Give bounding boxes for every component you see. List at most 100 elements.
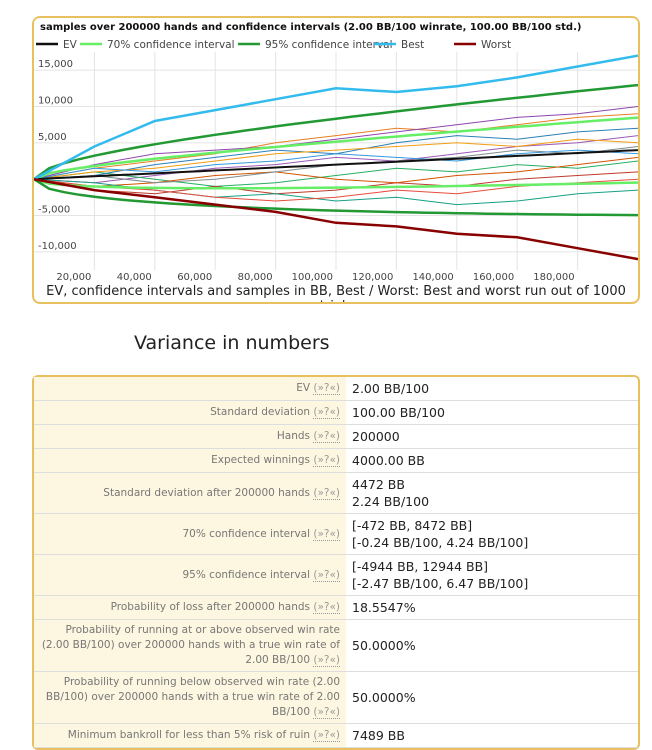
section-title: Variance in numbers (134, 332, 330, 354)
row-label: EV (»?«) (34, 377, 346, 401)
row-label-text: Expected winnings (211, 454, 311, 466)
row-value-line: 50.0000% (352, 638, 416, 653)
x-tick-label: 80,000 (238, 272, 273, 283)
help-link[interactable]: (»?«) (313, 527, 340, 541)
row-label: Probability of running below observed wi… (34, 671, 346, 724)
row-value: 50.0000% (346, 619, 638, 672)
variance-table: EV (»?«) 2.00 BB/100 Standard deviation (»… (32, 375, 640, 750)
help-link[interactable]: (»?«) (313, 654, 340, 667)
row-label-text: Standard deviation after 200000 hands (103, 486, 311, 499)
help-link[interactable]: (»?«) (313, 729, 340, 742)
ci70-upper-line (34, 116, 638, 181)
sample-run-line (34, 156, 638, 187)
row-label-text: Probability of running at or above obser… (41, 624, 340, 666)
table-row: Hands (»?«) 200000 (34, 424, 638, 449)
row-value-line: [-472 BB, 8472 BB] (352, 518, 473, 533)
legend-label: EV (63, 39, 78, 51)
row-value-line: [-4944 BB, 12944 BB] (352, 559, 489, 574)
row-value: 7489 BB (346, 723, 638, 748)
table-row: Expected winnings (»?«) 4000.00 BB (34, 448, 638, 473)
sample-run-line (34, 138, 638, 180)
row-value: [-4944 BB, 12944 BB] [-2.47 BB/100, 6.47 … (346, 554, 638, 596)
table-row: Minimum bankroll for less than 5% risk o… (34, 723, 638, 748)
help-link[interactable]: (»?«) (313, 382, 340, 395)
sample-run-line (34, 113, 638, 180)
x-tick-label: 100,000 (292, 272, 333, 283)
x-tick-label: 140,000 (412, 272, 453, 283)
row-value: 50.0000% (346, 671, 638, 724)
row-value-line: [-0.24 BB/100, 4.24 BB/100] (352, 535, 529, 550)
row-label: Expected winnings (»?«) (34, 448, 346, 473)
row-label-text: Probability of loss after 200000 hands (110, 601, 311, 613)
help-link[interactable]: (»?«) (313, 406, 340, 419)
y-tick-label: -5,000 (38, 205, 70, 216)
help-link[interactable]: (»?«) (313, 486, 340, 500)
best-run-line (34, 54, 638, 181)
x-tick-label: 160,000 (473, 272, 514, 283)
y-tick-label: 15,000 (38, 59, 73, 70)
row-value-line: 7489 BB (352, 728, 405, 743)
header-background (34, 18, 638, 52)
row-label: Standard deviation (»?«) (34, 400, 346, 425)
row-label: 70% confidence interval (»?«) (34, 513, 346, 555)
row-label: Hands (»?«) (34, 424, 346, 449)
row-value: 18.5547% (346, 595, 638, 620)
row-label: Probability of running at or above obser… (34, 619, 346, 672)
table-row: 95% confidence interval (»?«) [-4944 BB, … (34, 554, 638, 596)
row-value: 2.00 BB/100 (346, 377, 638, 401)
sample-run-line (34, 135, 638, 184)
help-link[interactable]: (»?«) (313, 568, 340, 582)
help-link[interactable]: (»?«) (313, 454, 340, 467)
row-label-text: Probability of running below observed wi… (45, 676, 340, 718)
table-row: EV (»?«) 2.00 BB/100 (34, 377, 638, 401)
row-label-text: Standard deviation (210, 406, 311, 418)
table-row: Probability of loss after 200000 hands (… (34, 595, 638, 620)
legend-label: Best (401, 39, 424, 51)
sample-run-line (34, 171, 638, 195)
x-tick-label: 180,000 (533, 272, 574, 283)
sample-run-line (34, 160, 638, 187)
table-row: 70% confidence interval (»?«) [-472 BB, 8… (34, 513, 638, 555)
row-label: Standard deviation after 200000 hands (»… (34, 472, 346, 514)
ci95-lower-line (34, 178, 638, 217)
row-value-line: 2.24 BB/100 (352, 494, 430, 509)
row-value: [-472 BB, 8472 BB] [-0.24 BB/100, 4.24 BB… (346, 513, 638, 555)
row-value: 100.00 BB/100 (346, 400, 638, 425)
chart-svg: 20,000 40,000 60,000 80,000 100,000 120,000 14… (34, 18, 638, 283)
row-value: 200000 (346, 424, 638, 449)
row-value-line: 4472 BB (352, 477, 405, 492)
x-tick-label: 40,000 (117, 272, 152, 283)
table-row: Probability of running at or above obser… (34, 619, 638, 672)
help-link[interactable]: (»?«) (313, 706, 340, 719)
x-tick-label: 60,000 (177, 272, 212, 283)
chart-caption: EV, confidence intervals and samples in … (46, 284, 626, 302)
row-label-text: EV (296, 382, 311, 394)
row-label: 95% confidence interval (»?«) (34, 554, 346, 596)
row-label-text: 95% confidence interval (182, 568, 311, 581)
row-value-line: 4000.00 BB (352, 453, 425, 468)
x-tick-label: 20,000 (56, 272, 91, 283)
help-link[interactable]: (»?«) (313, 601, 340, 614)
help-link[interactable]: (»?«) (313, 430, 340, 443)
legend-label: 70% confidence interval (107, 39, 235, 51)
x-tick-label: 120,000 (352, 272, 393, 283)
table-row: Probability of running below observed wi… (34, 671, 638, 724)
y-tick-label: 5,000 (38, 132, 67, 143)
row-value-line: 100.00 BB/100 (352, 405, 445, 420)
row-label: Minimum bankroll for less than 5% risk o… (34, 723, 346, 748)
table-row: Standard deviation after 200000 hands (»… (34, 472, 638, 514)
row-value-line: 2.00 BB/100 (352, 381, 430, 396)
variance-chart: 20,000 40,000 60,000 80,000 100,000 120,000 14… (32, 16, 640, 304)
ci70-lower-line (34, 177, 638, 190)
row-value: 4472 BB 2.24 BB/100 (346, 472, 638, 514)
sample-run-line (34, 106, 638, 180)
row-value: 4000.00 BB (346, 448, 638, 473)
row-label-text: Hands (276, 430, 311, 442)
row-value-line: 200000 (352, 429, 400, 444)
ev-line (34, 149, 638, 181)
y-tick-label: 10,000 (38, 96, 73, 107)
legend-label: Worst (481, 39, 511, 51)
chart-title: samples over 200000 hands and confidence… (40, 22, 581, 33)
row-label-text: Minimum bankroll for less than 5% risk o… (67, 729, 311, 741)
ci95-upper-line (34, 83, 638, 181)
